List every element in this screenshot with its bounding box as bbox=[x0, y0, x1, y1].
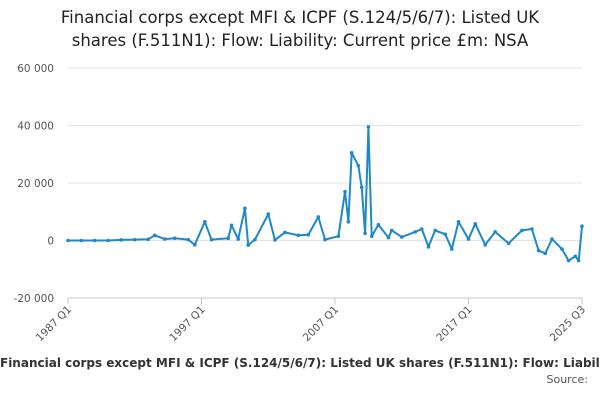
gridlines bbox=[68, 67, 582, 299]
x-tick-label: 1987 Q1 bbox=[34, 304, 74, 344]
data-point bbox=[173, 236, 177, 240]
data-point bbox=[426, 245, 431, 249]
y-tick-label: 60 000 bbox=[17, 63, 54, 75]
data-point bbox=[66, 238, 70, 243]
data-point bbox=[359, 185, 364, 190]
data-point bbox=[152, 233, 157, 238]
axes: -20 000 0 20 000 40 000 60 000 1987 Q1 1997 Q1… bbox=[13, 63, 588, 344]
legend-entry: Financial corps except MFI & ICPF (S.124… bbox=[0, 356, 600, 370]
data-point bbox=[466, 237, 471, 241]
data-point bbox=[576, 258, 581, 263]
x-tick-label: 1997 Q1 bbox=[167, 304, 207, 344]
data-point bbox=[349, 151, 354, 155]
data-point bbox=[573, 254, 578, 259]
data-point bbox=[209, 237, 214, 242]
data-point bbox=[162, 237, 167, 241]
data-point bbox=[369, 234, 374, 238]
data-point bbox=[186, 237, 190, 242]
data-point bbox=[346, 220, 351, 224]
y-tick-label: 40 000 bbox=[17, 121, 54, 133]
data-point bbox=[433, 228, 437, 233]
data-point bbox=[366, 125, 371, 129]
data-point bbox=[389, 228, 394, 233]
data-point bbox=[229, 223, 234, 228]
data-point bbox=[356, 163, 361, 168]
data-point bbox=[132, 237, 137, 242]
data-point bbox=[283, 230, 287, 235]
data-point bbox=[483, 243, 488, 247]
x-tick-label: 2017 Q1 bbox=[434, 304, 474, 344]
data-point bbox=[306, 232, 311, 237]
data-point bbox=[253, 237, 257, 242]
y-tick-label: 20 000 bbox=[17, 178, 54, 190]
data-point bbox=[336, 234, 341, 238]
data-point bbox=[506, 241, 511, 246]
data-point bbox=[419, 227, 424, 231]
data-point bbox=[363, 231, 367, 236]
data-point bbox=[520, 228, 524, 233]
data-point bbox=[413, 230, 417, 234]
data-point bbox=[399, 235, 404, 239]
chart-title: Financial corps except MFI & ICPF (S.124… bbox=[0, 6, 600, 52]
data-point bbox=[296, 233, 301, 238]
data-point bbox=[560, 247, 564, 251]
data-point bbox=[473, 222, 477, 226]
data-point bbox=[273, 238, 277, 242]
y-tick-label: 0 bbox=[47, 236, 54, 248]
data-point bbox=[316, 215, 321, 219]
legend: Financial corps except MFI & ICPF (S.124… bbox=[0, 356, 600, 370]
data-point bbox=[530, 227, 534, 231]
data-point bbox=[92, 238, 97, 243]
data-point bbox=[193, 243, 197, 247]
data-point bbox=[323, 237, 327, 242]
source-label: Source: bbox=[546, 373, 589, 386]
data-point bbox=[536, 248, 541, 253]
x-tick-label: 2025 Q3 bbox=[548, 304, 588, 344]
data-point bbox=[450, 247, 454, 251]
data-point bbox=[386, 235, 391, 240]
data-point bbox=[243, 206, 247, 211]
data-point bbox=[266, 212, 271, 216]
data-point bbox=[236, 237, 241, 241]
data-point bbox=[566, 258, 571, 263]
data-point bbox=[443, 232, 447, 236]
data-point bbox=[343, 189, 347, 194]
y-tick-label: -20 000 bbox=[13, 293, 54, 305]
data-point bbox=[119, 238, 124, 242]
chart-title-line-1: Financial corps except MFI & ICPF (S.124… bbox=[60, 8, 540, 27]
data-point bbox=[79, 238, 84, 243]
x-tick-label: 2007 Q1 bbox=[301, 304, 341, 344]
chart-title-line-2: shares (F.511N1): Flow: Liability: Curre… bbox=[71, 31, 529, 50]
data-point bbox=[246, 243, 251, 247]
data-point bbox=[226, 236, 231, 240]
data-point bbox=[493, 230, 498, 234]
data-point bbox=[203, 220, 207, 224]
data-point bbox=[376, 222, 381, 227]
data-point bbox=[106, 238, 110, 243]
data-point bbox=[456, 220, 461, 224]
data-point bbox=[580, 224, 584, 228]
data-point bbox=[543, 251, 548, 256]
data-point bbox=[550, 237, 554, 241]
series-layer bbox=[66, 125, 584, 263]
data-point bbox=[146, 237, 150, 242]
